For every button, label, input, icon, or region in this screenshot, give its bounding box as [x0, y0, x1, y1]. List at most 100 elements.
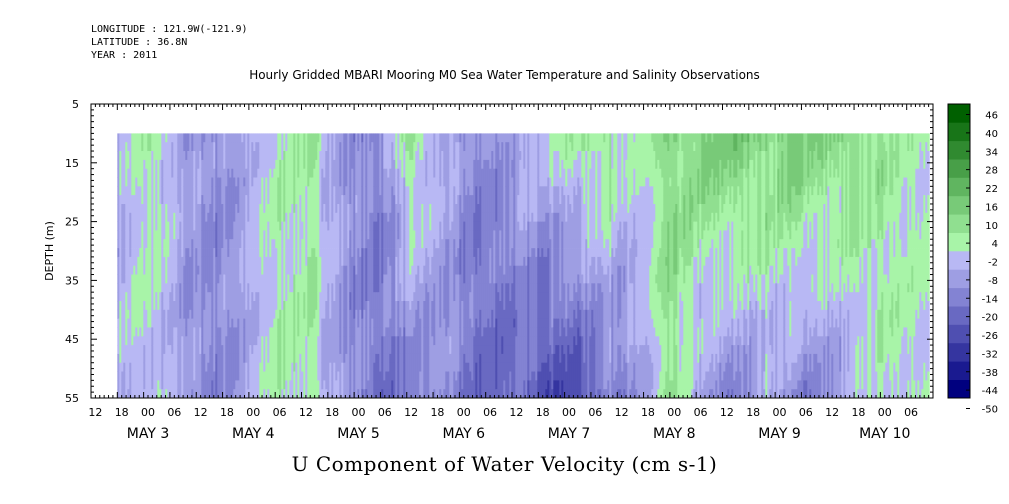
- heat-cell: [149, 362, 152, 372]
- heat-cell: [203, 230, 206, 240]
- heat-cell: [137, 345, 140, 355]
- heat-cell: [205, 186, 208, 196]
- heat-cell: [185, 265, 188, 275]
- heat-cell: [139, 159, 142, 170]
- heat-cell: [185, 389, 188, 399]
- heat-cell: [151, 362, 154, 372]
- heat-cell: [321, 274, 324, 284]
- heat-cell: [295, 221, 298, 231]
- heat-cell: [207, 301, 210, 311]
- heat-cell: [331, 318, 334, 328]
- heat-cell: [197, 221, 200, 231]
- heat-cell: [237, 336, 240, 346]
- heat-cell: [297, 248, 300, 258]
- heat-cell: [301, 283, 304, 293]
- heat-cell: [313, 239, 316, 249]
- heat-cell: [193, 389, 196, 399]
- heat-cell: [309, 327, 312, 337]
- heat-cell: [291, 248, 294, 258]
- heat-cell: [301, 177, 304, 187]
- heat-cell: [291, 309, 294, 319]
- heat-cell: [207, 292, 210, 302]
- heat-cell: [253, 230, 256, 240]
- heat-cell: [257, 292, 260, 302]
- heat-cell: [155, 318, 158, 328]
- heat-cell: [119, 345, 122, 355]
- heat-cell: [153, 336, 156, 346]
- heat-cell: [349, 301, 352, 311]
- heat-cell: [163, 177, 166, 187]
- heat-cell: [159, 345, 162, 355]
- heat-cell: [229, 353, 232, 364]
- heat-cell: [289, 353, 292, 364]
- heat-cell: [305, 177, 308, 187]
- heat-cell: [143, 389, 146, 399]
- heat-cell: [215, 256, 218, 267]
- heat-cell: [333, 353, 336, 364]
- heat-cell: [127, 256, 130, 267]
- heat-cell: [185, 204, 188, 214]
- heat-cell: [169, 380, 172, 390]
- heat-cell: [155, 353, 158, 364]
- heat-cell: [207, 195, 210, 205]
- heat-cell: [261, 186, 264, 196]
- heat-cell: [299, 204, 302, 214]
- heat-cell: [329, 362, 332, 372]
- heat-cell: [275, 362, 278, 372]
- heat-cell: [287, 292, 290, 302]
- heat-cell: [255, 265, 258, 275]
- heat-cell: [295, 345, 298, 355]
- heat-cell: [339, 371, 342, 381]
- heat-cell: [161, 301, 164, 311]
- heat-cell: [231, 345, 234, 355]
- heat-cell: [163, 212, 166, 222]
- heat-cell: [327, 212, 330, 222]
- heat-cell: [267, 318, 270, 328]
- heat-cell: [213, 389, 216, 399]
- heat-cell: [217, 336, 220, 346]
- heat-cell: [269, 142, 272, 152]
- heat-cell: [331, 248, 334, 258]
- heat-cell: [235, 186, 238, 196]
- heat-cell: [237, 133, 240, 143]
- heat-cell: [349, 283, 352, 293]
- heat-cell: [239, 274, 242, 284]
- heat-cell: [173, 301, 176, 311]
- heat-cell: [337, 168, 340, 178]
- heat-cell: [229, 309, 232, 319]
- heat-cell: [249, 371, 252, 381]
- heat-cell: [245, 292, 248, 302]
- heat-cell: [313, 345, 316, 355]
- heat-cell: [349, 371, 352, 381]
- heat-cell: [141, 142, 144, 152]
- heat-cell: [299, 380, 302, 390]
- heat-cell: [251, 336, 254, 346]
- heat-cell: [199, 230, 202, 240]
- heat-cell: [283, 301, 286, 311]
- heat-cell: [257, 301, 260, 311]
- heat-cell: [171, 133, 174, 143]
- heat-cell: [291, 221, 294, 231]
- heat-cell: [179, 292, 182, 302]
- heat-cell: [233, 371, 236, 381]
- heat-cell: [241, 345, 244, 355]
- heat-cell: [181, 248, 184, 258]
- heat-cell: [281, 221, 284, 231]
- heat-cell: [157, 177, 160, 187]
- heat-cell: [121, 256, 124, 267]
- heat-cell: [137, 230, 140, 240]
- heat-cell: [279, 336, 282, 346]
- heat-cell: [291, 301, 294, 311]
- heat-cell: [213, 212, 216, 222]
- heat-cell: [247, 186, 250, 196]
- heat-cell: [315, 353, 318, 364]
- heat-cell: [117, 212, 120, 222]
- heat-cell: [135, 177, 138, 187]
- heat-cell: [325, 353, 328, 364]
- heat-cell: [213, 151, 216, 161]
- heat-cell: [139, 283, 142, 293]
- heat-cell: [295, 168, 298, 178]
- heat-cell: [293, 345, 296, 355]
- heat-cell: [309, 195, 312, 205]
- heat-cell: [303, 327, 306, 337]
